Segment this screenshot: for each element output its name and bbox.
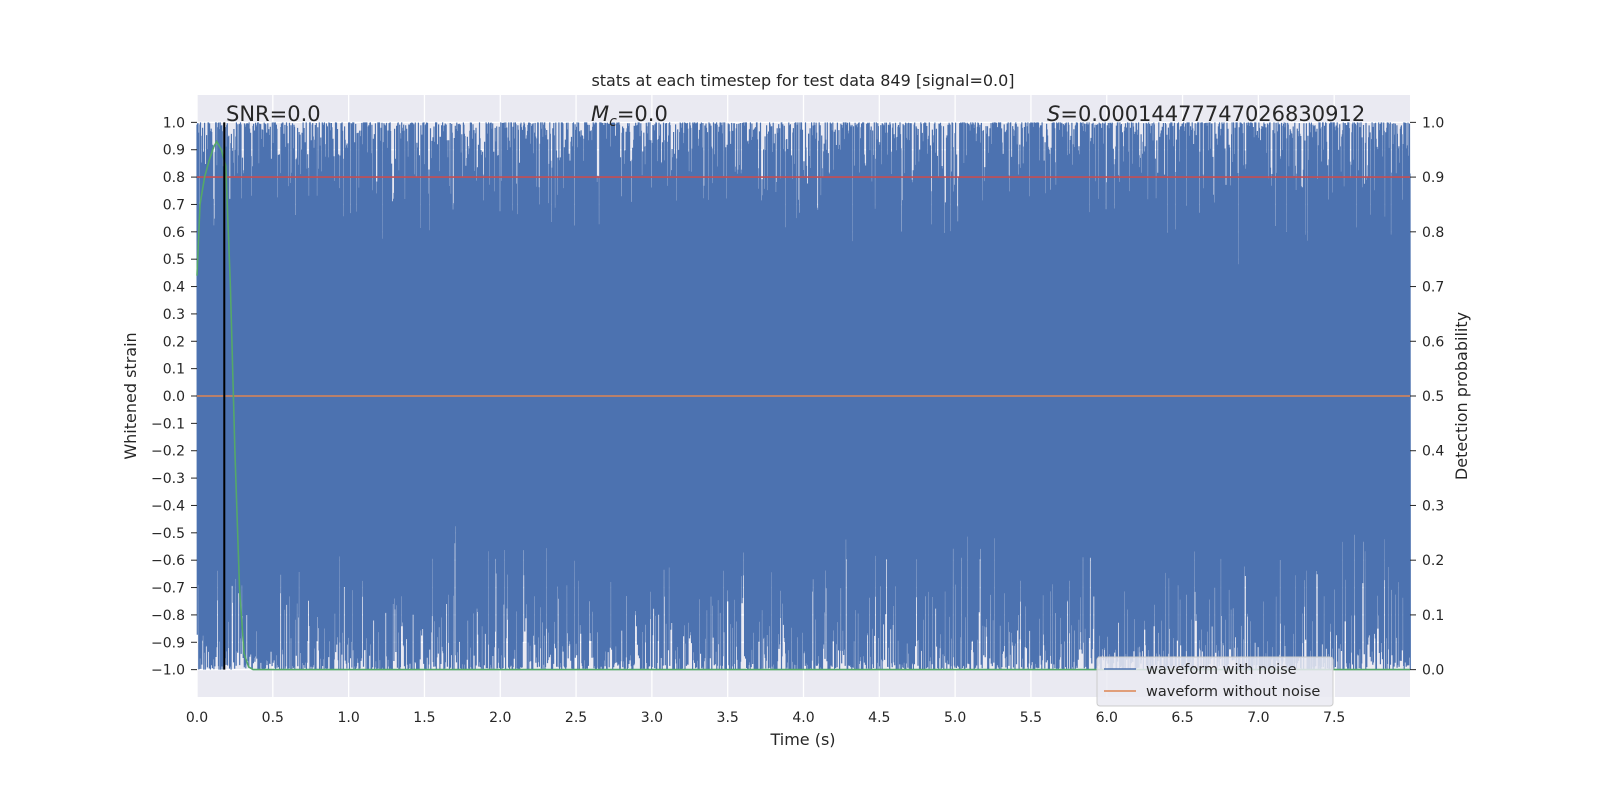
- y-tick-label: 0.2: [163, 334, 185, 350]
- s-symbol: S: [1047, 102, 1060, 126]
- y-right-tick-label: 0.6: [1422, 334, 1444, 350]
- x-tick-label: 0.0: [186, 710, 208, 726]
- y-tick-label: 0.5: [163, 252, 185, 268]
- chart-title: stats at each timestep for test data 849…: [591, 71, 1014, 90]
- s-value: =0.00014477747026830912: [1060, 102, 1365, 126]
- y-tick-label: −0.6: [151, 553, 185, 569]
- y-tick-label: −0.4: [151, 498, 185, 514]
- y-tick-label: −0.9: [151, 635, 185, 651]
- snr-annotation: SNR=0.0: [226, 102, 321, 126]
- y-tick-label: 0.4: [163, 280, 185, 296]
- y-right-tick-label: 0.0: [1422, 663, 1444, 679]
- x-tick-label: 7.5: [1323, 710, 1345, 726]
- y-right-tick-label: 0.8: [1422, 225, 1444, 241]
- x-tick-label: 5.5: [1020, 710, 1042, 726]
- chirp-mass-subscript: c: [609, 114, 617, 130]
- x-tick-label: 1.0: [337, 710, 359, 726]
- y-right-tick-label: 0.3: [1422, 498, 1444, 514]
- y-tick-label: 0.0: [163, 389, 185, 405]
- chirp-mass-symbol: M: [591, 102, 609, 126]
- y-tick-label: 0.9: [163, 143, 185, 159]
- x-tick-label: 6.0: [1096, 710, 1118, 726]
- y-tick-label: −0.3: [151, 471, 185, 487]
- x-tick-label: 7.0: [1247, 710, 1269, 726]
- y-tick-label: 0.3: [163, 307, 185, 323]
- x-axis-ticks: 0.0 0.5 1.0 1.5 2.0 2.5 3.0 3.5 4.0 4.5 5.0 5.5 6.0 6…: [186, 710, 1345, 726]
- y-right-tick-label: 0.4: [1422, 444, 1444, 460]
- x-tick-label: 4.0: [792, 710, 814, 726]
- x-tick-label: 6.5: [1171, 710, 1193, 726]
- y-tick-label: −0.1: [151, 416, 185, 432]
- legend-label-noise: waveform with noise: [1146, 662, 1297, 678]
- x-tick-label: 0.5: [262, 710, 284, 726]
- y-tick-label: −0.2: [151, 444, 185, 460]
- x-tick-label: 2.5: [565, 710, 587, 726]
- y-right-tick-label: 0.5: [1422, 389, 1444, 405]
- y-right-axis-ticks: 1.0 0.9 0.8 0.7 0.6 0.5 0.4 0.3 0.2 0.1 0.0: [1410, 115, 1444, 679]
- detection-probability-line: [196, 139, 1410, 671]
- y-right-tick-label: 0.9: [1422, 170, 1444, 186]
- y-right-tick-label: 1.0: [1422, 115, 1444, 131]
- legend-label-clean: waveform without noise: [1146, 684, 1320, 700]
- x-tick-label: 1.5: [413, 710, 435, 726]
- x-tick-label: 3.5: [717, 710, 739, 726]
- y-tick-label: −0.8: [151, 608, 185, 624]
- x-tick-label: 2.0: [489, 710, 511, 726]
- y-tick-label: −0.7: [151, 581, 185, 597]
- legend-box: [1096, 656, 1334, 707]
- x-tick-label: 3.0: [641, 710, 663, 726]
- y-tick-label: 0.1: [163, 362, 185, 378]
- legend: waveform with noise waveform without noi…: [1096, 656, 1334, 707]
- y-right-tick-label: 0.7: [1422, 280, 1444, 296]
- chirp-mass-annotation: Mc=0.0: [591, 102, 668, 130]
- x-tick-label: 4.5: [868, 710, 890, 726]
- s-annotation: S=0.00014477747026830912: [1047, 102, 1365, 126]
- y-tick-label: 1.0: [163, 115, 185, 131]
- y-axis-title: Whitened strain: [121, 332, 140, 459]
- y-tick-label: 0.6: [163, 225, 185, 241]
- y-axis-ticks: 1.0 0.9 0.8 0.7 0.6 0.5 0.4 0.3 0.2 0.1 0.0 −0.1 −0.…: [151, 115, 197, 679]
- y-right-tick-label: 0.2: [1422, 553, 1444, 569]
- y-right-tick-label: 0.1: [1422, 608, 1444, 624]
- x-axis-title: Time (s): [769, 730, 835, 749]
- y-tick-label: −1.0: [151, 663, 185, 679]
- noisy-waveform-series: [196, 122, 1411, 670]
- x-tick-label: 5.0: [944, 710, 966, 726]
- line-series: [196, 122, 1410, 671]
- y-tick-label: −0.5: [151, 526, 185, 542]
- chirp-mass-value: =0.0: [617, 102, 668, 126]
- y-tick-label: 0.8: [163, 170, 185, 186]
- waveform-with-noise-line: [196, 122, 1411, 670]
- y-tick-label: 0.7: [163, 197, 185, 213]
- y-right-axis-title: Detection probability: [1452, 312, 1471, 480]
